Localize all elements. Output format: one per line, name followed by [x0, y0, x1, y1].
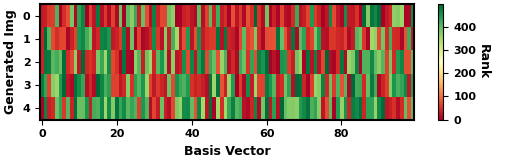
Y-axis label: Rank: Rank [477, 44, 490, 80]
X-axis label: Basis Vector: Basis Vector [184, 145, 271, 158]
Y-axis label: Generated Img: Generated Img [4, 10, 17, 114]
